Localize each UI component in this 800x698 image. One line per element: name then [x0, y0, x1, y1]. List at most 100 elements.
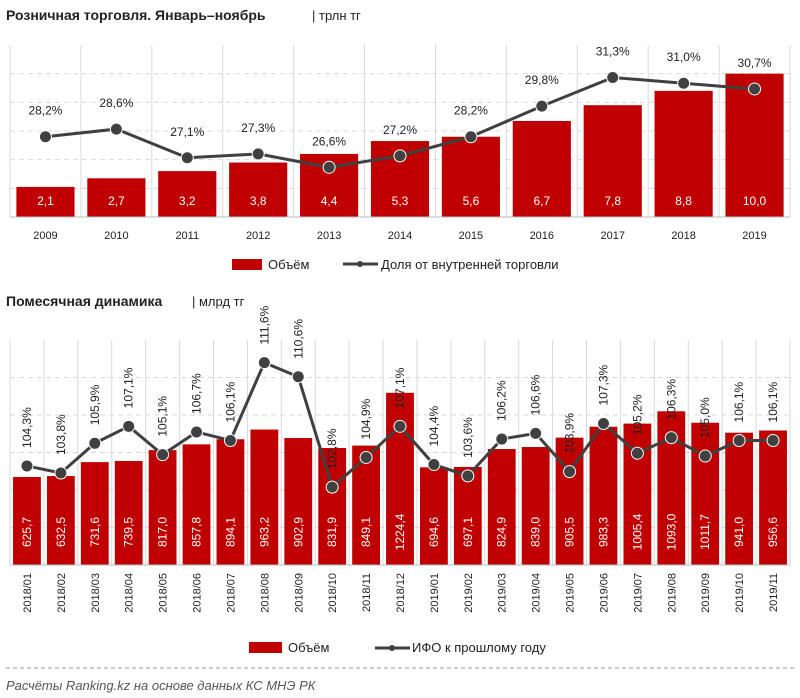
x-tick-label: 2018/02: [56, 573, 68, 613]
bar: [216, 439, 245, 565]
line-point: [156, 448, 170, 462]
line-value-label: 103,6%: [461, 417, 475, 458]
bar-value-label: 1093,0: [664, 513, 678, 550]
line-point: [180, 151, 194, 165]
bar: [725, 432, 754, 565]
line-value-label: 105,1%: [156, 396, 170, 437]
line-point: [664, 431, 678, 445]
x-tick-label: 2019/02: [463, 573, 475, 613]
bar-value-label: 941,0: [732, 517, 746, 547]
line-point: [766, 433, 780, 447]
line-point: [393, 419, 407, 433]
line-value-label: 106,7%: [190, 373, 204, 414]
bar-value-label: 5,3: [392, 194, 409, 208]
line-point: [529, 426, 543, 440]
chart2-legend: Объём ИФО к прошлому году: [249, 640, 546, 655]
bar: [158, 171, 217, 217]
line-value-label: 102,8%: [325, 428, 339, 469]
line-point: [393, 149, 407, 163]
legend-bar-label: Объём: [268, 257, 309, 272]
line-point: [748, 82, 762, 96]
x-tick-label: 2018/10: [327, 573, 339, 613]
legend-bar-swatch: [249, 642, 282, 653]
bar: [284, 438, 313, 565]
x-tick-label: 2019: [742, 230, 766, 242]
x-tick-label: 2018/07: [225, 573, 237, 613]
x-tick-label: 2018/11: [361, 573, 373, 612]
x-tick-label: 2015: [459, 230, 483, 242]
line-value-label: 107,1%: [393, 367, 407, 408]
x-tick-label: 2018/06: [192, 573, 204, 613]
line-point: [257, 356, 271, 370]
bar: [583, 105, 642, 217]
line-value-label: 107,3%: [596, 364, 610, 405]
legend-line-marker: [357, 261, 363, 267]
line-value-label: 111,6%: [257, 305, 271, 344]
line-point: [732, 433, 746, 447]
line-value-label: 110,6%: [291, 319, 305, 359]
bar-value-label: 4,4: [321, 194, 338, 208]
x-tick-label: 2012: [246, 230, 270, 242]
legend-line-marker: [389, 645, 395, 651]
bar-value-label: 983,3: [596, 517, 610, 547]
line-point: [630, 446, 644, 460]
bar-value-label: 963,2: [257, 517, 271, 547]
line-value-label: 31,0%: [667, 50, 701, 64]
chart2-title: Помесячная динамика: [6, 293, 162, 309]
bar: [148, 450, 177, 565]
bar: [654, 90, 713, 217]
line-point: [109, 122, 123, 136]
line-value-label: 27,3%: [241, 121, 275, 135]
line-value-label: 103,8%: [54, 414, 68, 455]
x-tick-label: 2011: [175, 230, 199, 242]
line-point: [495, 432, 509, 446]
line-point: [122, 419, 136, 433]
x-tick-label: 2018/04: [124, 573, 136, 613]
x-tick-label: 2019/01: [429, 573, 441, 613]
line-value-label: 103,9%: [563, 413, 577, 454]
line-point: [461, 469, 475, 483]
bar: [229, 162, 288, 217]
line-value-label: 105,0%: [698, 397, 712, 438]
bar-value-label: 739,5: [122, 517, 136, 547]
bar-value-label: 10,0: [743, 194, 767, 208]
bar-value-label: 1011,7: [698, 514, 712, 550]
bar-value-label: 817,0: [156, 517, 170, 547]
bar: [46, 476, 75, 565]
bar: [80, 462, 109, 565]
bar: [16, 186, 75, 217]
bar: [420, 467, 448, 565]
x-tick-label: 2018/03: [90, 573, 102, 613]
line-value-label: 104,3%: [20, 407, 34, 448]
line-value-label: 106,2%: [495, 380, 509, 421]
line-value-label: 106,3%: [664, 379, 678, 420]
line-value-label: 107,1%: [122, 367, 136, 408]
bar-value-label: 2,7: [108, 194, 125, 208]
x-tick-label: 2018/12: [395, 573, 407, 613]
line-value-label: 106,1%: [223, 381, 237, 422]
bar-value-label: 831,9: [325, 517, 339, 547]
bar-value-label: 839,0: [529, 517, 543, 547]
line-point: [291, 370, 305, 384]
bar-value-label: 849,1: [359, 517, 373, 547]
bar-value-label: 694,6: [427, 517, 441, 547]
line-value-label: 106,1%: [732, 381, 746, 422]
chart1-unit: | трлн тг: [312, 8, 361, 23]
legend-line-label: Доля от внутренней торговли: [381, 257, 559, 272]
bar-value-label: 3,8: [250, 194, 267, 208]
footer-source: Расчёты Ranking.kz на основе данных КС М…: [6, 678, 317, 693]
x-tick-label: 2018: [671, 230, 695, 242]
legend-line-label: ИФО к прошлому году: [412, 640, 546, 655]
x-tick-label: 2019/08: [666, 573, 678, 613]
bar: [487, 448, 516, 565]
bar: [759, 430, 787, 565]
bar-value-label: 905,5: [563, 517, 577, 547]
line-value-label: 27,2%: [383, 123, 417, 137]
line-point: [223, 433, 237, 447]
bar: [521, 447, 550, 565]
x-tick-label: 2019/07: [632, 573, 644, 613]
bar-value-label: 3,2: [179, 194, 196, 208]
x-tick-label: 2009: [33, 230, 57, 242]
line-point: [427, 458, 441, 472]
